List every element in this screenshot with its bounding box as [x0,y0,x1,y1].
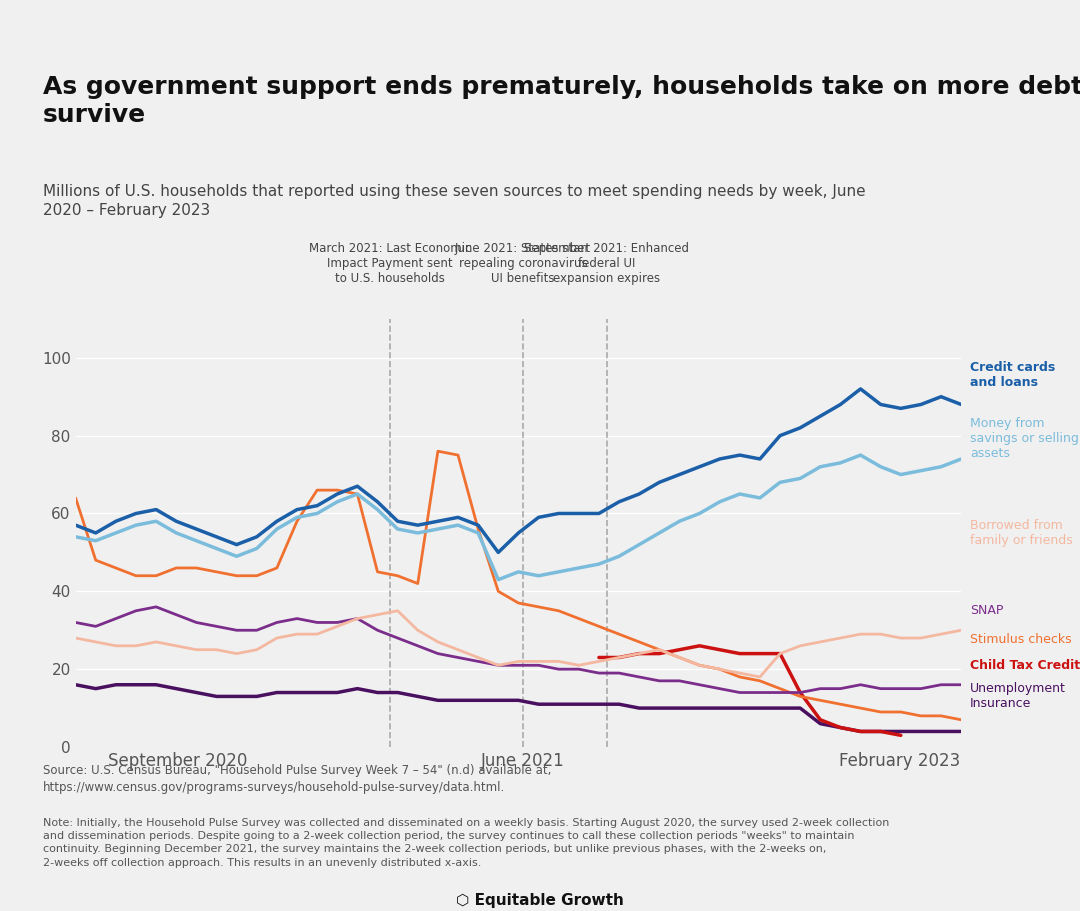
Text: Borrowed from
family or friends: Borrowed from family or friends [970,519,1072,547]
Text: Millions of U.S. households that reported using these seven sources to meet spen: Millions of U.S. households that reporte… [43,184,866,218]
Text: ⬡ Equitable Growth: ⬡ Equitable Growth [456,893,624,908]
Text: Unemployment
Insurance: Unemployment Insurance [970,681,1066,710]
Text: March 2021: Last Economic
Impact Payment sent
to U.S. households: March 2021: Last Economic Impact Payment… [309,241,471,284]
Text: Stimulus checks: Stimulus checks [970,633,1071,647]
Text: As government support ends prematurely, households take on more debt to
survive: As government support ends prematurely, … [43,75,1080,127]
Text: Source: U.S. Census Bureau, "Household Pulse Survey Week 7 – 54" (n.d) available: Source: U.S. Census Bureau, "Household P… [43,763,552,793]
Text: SNAP: SNAP [970,603,1003,617]
Text: Money from
savings or selling
assets: Money from savings or selling assets [970,417,1079,460]
Text: September 2021: Enhanced
federal UI
expansion expires: September 2021: Enhanced federal UI expa… [525,241,689,284]
Text: June 2021: States start
repealing coronavirus
UI benefits: June 2021: States start repealing corona… [455,241,591,284]
Text: Credit cards
and loans: Credit cards and loans [970,361,1055,388]
Text: Note: Initially, the Household Pulse Survey was collected and disseminated on a : Note: Initially, the Household Pulse Sur… [43,818,890,867]
Text: Child Tax Credit: Child Tax Credit [970,660,1080,672]
